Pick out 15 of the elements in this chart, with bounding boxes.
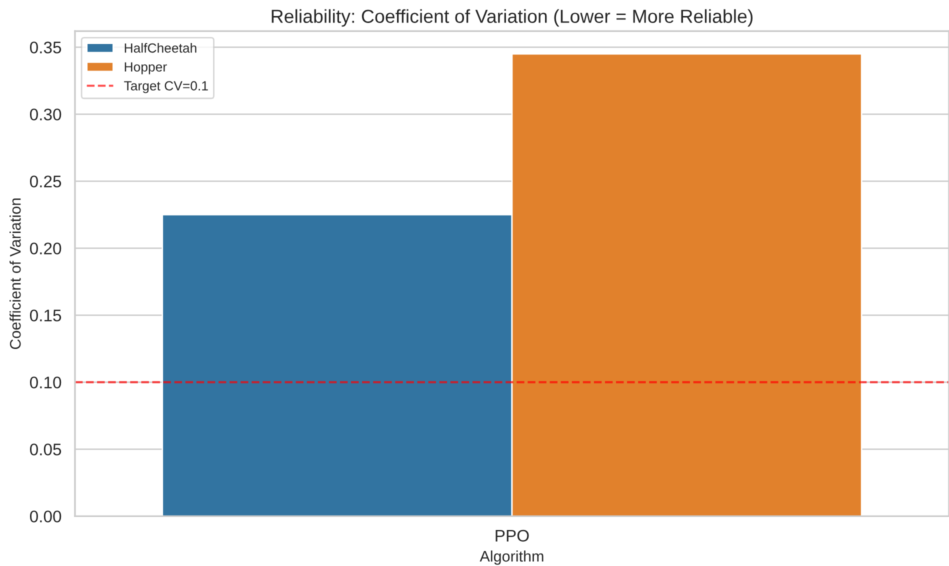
- y-axis-title: Coefficient of Variation: [10, 198, 21, 350]
- y-tick-label: 0.35: [30, 42, 62, 54]
- legend-label: Target CV=0.1: [124, 81, 208, 94]
- y-tick-label: 0.30: [30, 108, 62, 120]
- legend-label: Hopper: [124, 62, 167, 74]
- chart-title: Reliability: Coefficient of Variation (Lower = More Reliable): [272, 9, 753, 27]
- y-tick-label: 0.05: [30, 444, 62, 456]
- y-tick-label: 0.15: [30, 310, 62, 322]
- legend-label: HalfCheetah: [124, 43, 196, 53]
- x-axis-title: Algorithm: [480, 550, 544, 565]
- y-tick-label: 0.20: [30, 242, 62, 254]
- y-tick-label: 0.10: [30, 376, 62, 388]
- x-tick-label: PPO: [496, 530, 529, 542]
- y-tick-label: 0.00: [30, 510, 62, 522]
- y-tick-label: 0.25: [30, 176, 62, 188]
